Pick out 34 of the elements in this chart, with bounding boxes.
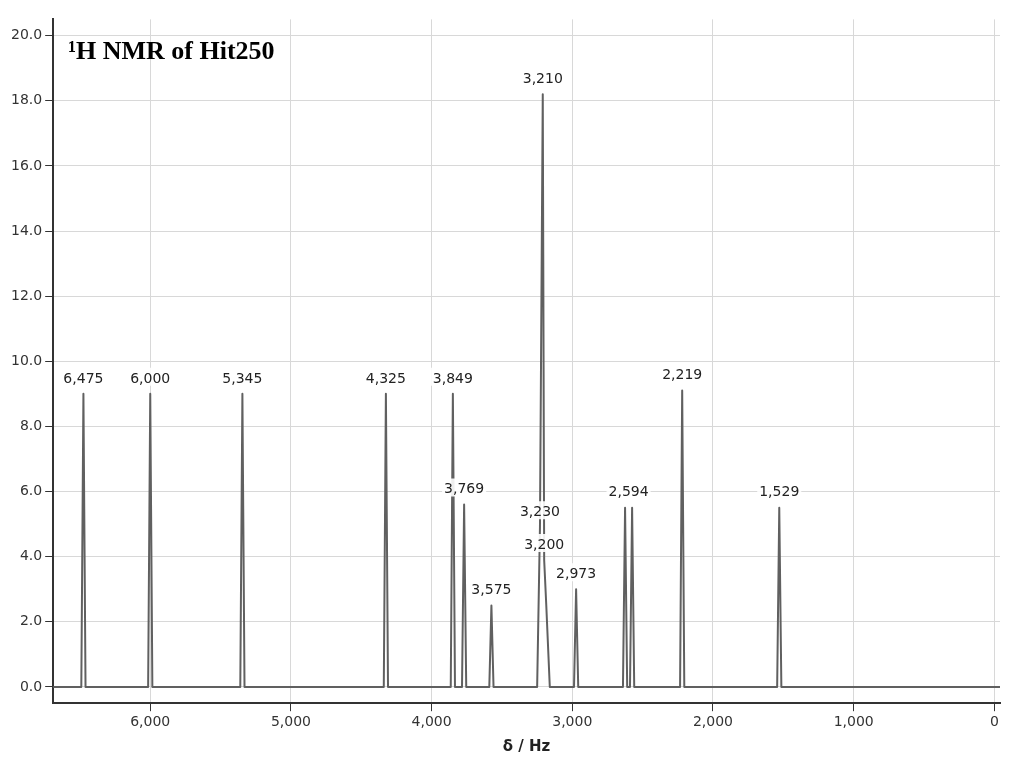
x-tick-label: 1,000 xyxy=(833,713,874,730)
annotation: 6,475 xyxy=(63,369,104,386)
annotation: 4,325 xyxy=(365,369,406,386)
x-tick-label: 0 xyxy=(989,713,999,730)
y-tick-label: 16.0 xyxy=(11,156,43,173)
y-tick-label: 4.0 xyxy=(19,547,43,564)
y-tick-label: 6.0 xyxy=(19,482,43,499)
x-tick-label: 5,000 xyxy=(270,713,311,730)
annotation: 3,210 xyxy=(522,69,563,86)
y-tick-label: 8.0 xyxy=(19,417,43,434)
annotation: 3,849 xyxy=(432,369,473,386)
text: ¹H NMR of Hit250 xyxy=(68,36,275,66)
y-tick-label: 10.0 xyxy=(11,351,43,368)
x-tick-label: 2,000 xyxy=(692,713,734,730)
annotation: 2,219 xyxy=(662,366,703,383)
y-tick-label: 12.0 xyxy=(11,286,43,303)
y-tick-label: 2.0 xyxy=(19,612,43,629)
annotation: 6,000 xyxy=(130,369,171,386)
annotation: 3,230 xyxy=(519,503,560,520)
y-tick-label: 20.0 xyxy=(11,26,43,43)
x-tick-label: 3,000 xyxy=(552,713,593,730)
annotation: 3,769 xyxy=(444,480,485,497)
annotation: 3,575 xyxy=(471,581,512,598)
x-tick-label: 4,000 xyxy=(411,713,452,730)
y-tick-label: 0.0 xyxy=(19,677,43,694)
annotation: 3,200 xyxy=(524,535,565,552)
annotation: 5,345 xyxy=(222,369,263,386)
annotation: 2,973 xyxy=(556,564,597,581)
y-tick-label: 18.0 xyxy=(11,91,43,108)
x-axis-title: δ / Hz xyxy=(502,736,551,755)
annotation: 2,594 xyxy=(608,483,649,500)
y-tick-label: 14.0 xyxy=(11,221,43,238)
x-tick-label: 6,000 xyxy=(130,713,171,730)
annotation: 1,529 xyxy=(759,483,800,500)
